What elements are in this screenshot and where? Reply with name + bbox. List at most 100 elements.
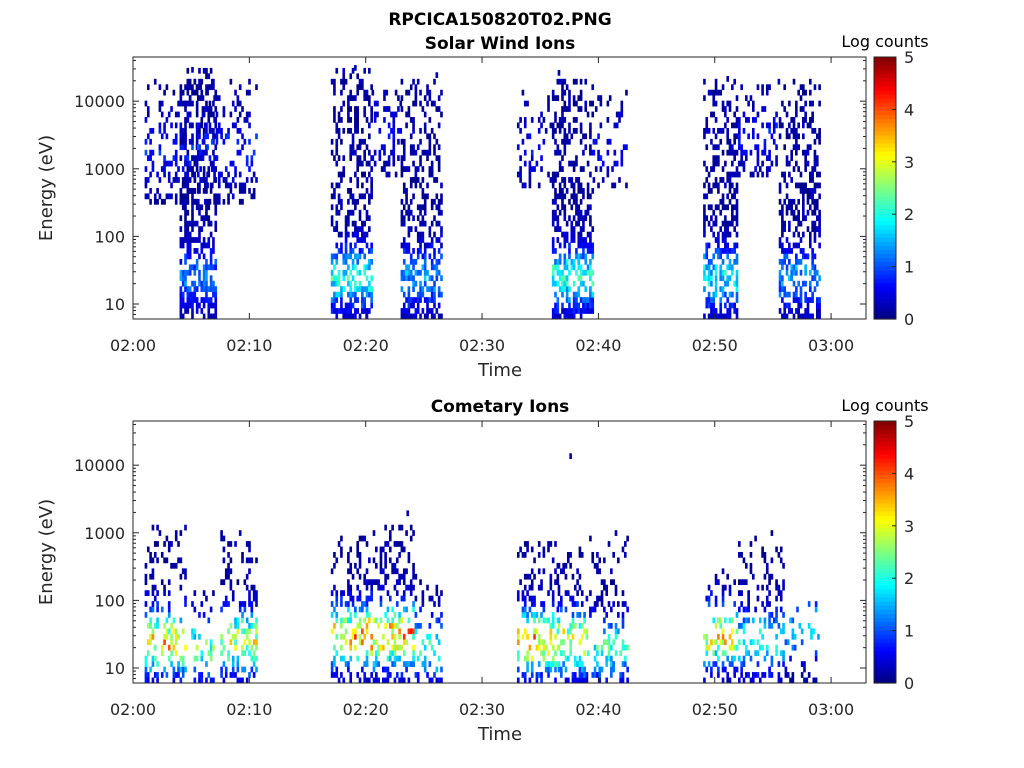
spectrogram-cell	[551, 595, 555, 602]
spectrogram-cell	[356, 286, 360, 293]
spectrogram-cell	[433, 248, 436, 254]
spectrogram-cell	[802, 117, 805, 123]
spectrogram-cell	[409, 535, 413, 542]
spectrogram-cell	[795, 149, 798, 156]
spectrogram-cell	[193, 628, 197, 635]
spectrogram-cell	[205, 258, 208, 265]
x-tick-label: 02:00	[110, 700, 156, 719]
spectrogram-cell	[761, 149, 764, 156]
spectrogram-cell	[201, 95, 205, 101]
spectrogram-cell	[202, 612, 206, 618]
spectrogram-cell	[731, 122, 734, 129]
spectrogram-cell	[710, 269, 713, 276]
spectrogram-cell	[337, 541, 341, 547]
spectrogram-cell	[184, 84, 187, 91]
spectrogram-cell	[381, 568, 385, 575]
spectrogram-cell	[402, 269, 406, 276]
spectrogram-cell	[437, 601, 441, 607]
spectrogram-cell	[337, 231, 341, 238]
spectrogram-cell	[703, 160, 706, 167]
spectrogram-cell	[349, 95, 353, 101]
spectrogram-cell	[144, 166, 148, 172]
spectrogram-cell	[347, 590, 350, 596]
spectrogram-cell	[589, 122, 592, 129]
spectrogram-cell	[255, 177, 258, 183]
spectrogram-cell	[354, 297, 357, 303]
spectrogram-cell	[412, 644, 415, 651]
spectrogram-cell	[783, 248, 787, 254]
spectrogram-cell	[372, 639, 376, 646]
spectrogram-cell	[184, 100, 187, 107]
spectrogram-cell	[778, 286, 782, 293]
spectrogram-cell	[551, 601, 555, 607]
spectrogram-cell	[593, 562, 597, 569]
spectrogram-cell	[198, 677, 201, 684]
spectrogram-cell	[547, 590, 550, 596]
spectrogram-cell	[351, 149, 355, 156]
spectrogram-cell	[330, 275, 334, 282]
spectrogram-cell	[551, 612, 555, 618]
spectrogram-cell	[347, 617, 350, 624]
spectrogram-cell	[177, 661, 180, 667]
x-tick-label: 02:20	[343, 336, 389, 355]
spectrogram-cell	[728, 633, 732, 640]
spectrogram-cell	[775, 644, 778, 651]
spectrogram-cell	[530, 166, 534, 172]
spectrogram-cell	[707, 269, 711, 276]
spectrogram-cell	[330, 258, 334, 265]
colorbar-segment	[874, 502, 896, 508]
spectrogram-cell	[528, 584, 532, 591]
spectrogram-cell	[158, 106, 162, 112]
spectrogram-cell	[354, 171, 357, 178]
spectrogram-cell	[430, 220, 434, 227]
spectrogram-cell	[181, 661, 185, 667]
spectrogram-cell	[388, 672, 392, 678]
spectrogram-cell	[170, 122, 173, 129]
spectrogram-cell	[572, 78, 576, 85]
spectrogram-cell	[437, 122, 441, 129]
spectrogram-cell	[742, 160, 746, 167]
spectrogram-cell	[804, 160, 807, 167]
spectrogram-cell	[808, 237, 812, 243]
spectrogram-cell	[521, 672, 525, 678]
spectrogram-cell	[335, 617, 339, 624]
spectrogram-cell	[347, 579, 350, 586]
spectrogram-cell	[589, 269, 592, 276]
spectrogram-cell	[392, 149, 396, 156]
spectrogram-cell	[202, 297, 206, 303]
spectrogram-cell	[808, 280, 812, 287]
spectrogram-cell	[209, 248, 213, 254]
spectrogram-cell	[710, 226, 713, 232]
spectrogram-cell	[714, 100, 718, 107]
spectrogram-cell	[591, 226, 595, 232]
spectrogram-cell	[416, 204, 420, 211]
spectrogram-cell	[437, 291, 441, 298]
colorbar-segment	[874, 130, 896, 136]
spectrogram-cell	[742, 149, 746, 156]
spectrogram-cell	[818, 171, 821, 178]
spectrogram-cell	[392, 117, 396, 123]
spectrogram-cell	[172, 617, 176, 624]
spectrogram-cell	[721, 269, 725, 276]
spectrogram-cell	[156, 188, 159, 194]
spectrogram-cell	[414, 182, 418, 189]
spectrogram-cell	[570, 182, 574, 189]
spectrogram-cell	[551, 313, 555, 320]
spectrogram-cell	[791, 628, 795, 635]
spectrogram-cell	[363, 308, 366, 314]
spectrogram-cell	[250, 193, 254, 200]
spectrogram-cell	[412, 160, 415, 167]
spectrogram-cell	[361, 193, 364, 200]
spectrogram-cell	[579, 166, 583, 172]
spectrogram-cell	[437, 313, 441, 320]
spectrogram-cell	[330, 138, 334, 145]
spectrogram-cell	[537, 117, 541, 123]
y-tick-label: 10000	[74, 456, 125, 475]
spectrogram-cell	[540, 677, 543, 684]
spectrogram-cell	[768, 601, 771, 607]
spectrogram-cell	[333, 644, 336, 651]
spectrogram-cell	[591, 100, 595, 107]
spectrogram-cell	[409, 275, 413, 282]
spectrogram-cell	[229, 622, 233, 629]
spectrogram-cell	[167, 546, 171, 553]
